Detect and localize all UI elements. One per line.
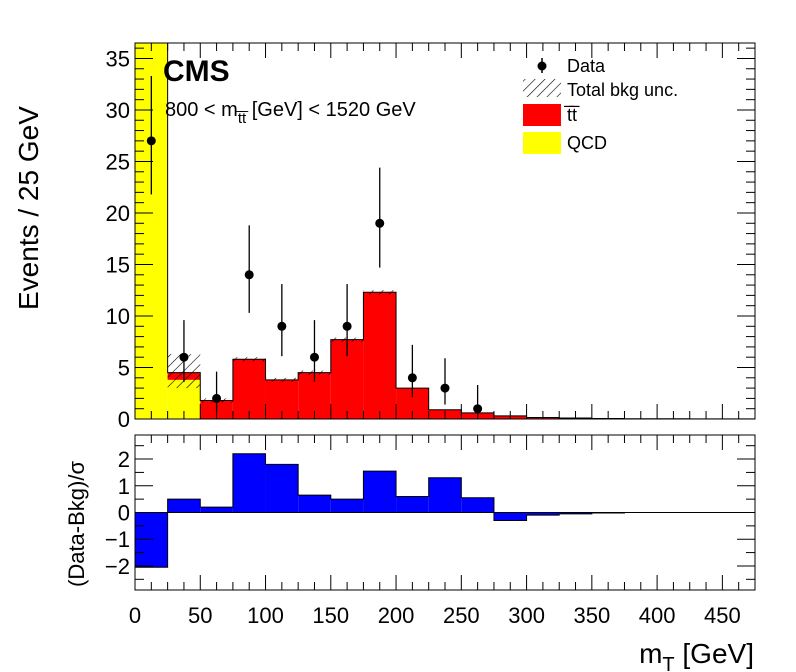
legend-qcd-label: QCD [567, 133, 607, 153]
y-tick-label: 20 [106, 201, 130, 226]
legend-entry-qcd: QCD [523, 132, 607, 154]
data-point [440, 383, 450, 393]
ratio-bar [232, 453, 266, 513]
unc-band-bin [363, 290, 397, 295]
y-tick-label: 25 [106, 149, 130, 174]
ratio-outline [135, 453, 755, 568]
x-tick-label: 400 [639, 603, 676, 628]
ratio-bar [298, 495, 331, 513]
x-tick-label: 300 [508, 603, 545, 628]
data-point [407, 373, 417, 383]
unc-band-bin [232, 357, 266, 362]
data-points [146, 75, 483, 417]
y-tick-label: 15 [106, 252, 130, 277]
ratio-bar [135, 512, 168, 568]
selection-label: 800 < mt̅t̅ [GeV] < 1520 GeV [165, 99, 416, 127]
legend-entry-unc: Total bkg unc. [523, 79, 678, 100]
x-tick-label: 250 [443, 603, 480, 628]
y-axis-title-ratio: (Data-Bkg)/σ [64, 461, 89, 587]
y-tick-label: 0 [118, 407, 130, 432]
main-axis-ticks: 0 5 10 15 20 25 30 35 [106, 43, 756, 432]
experiment-label: CMS [163, 55, 230, 88]
ratio-y-tick-label: 1 [118, 474, 130, 499]
bar-ttbar [232, 359, 266, 419]
ratio-bar [526, 512, 560, 516]
y-tick-label: 5 [118, 355, 130, 380]
legend-data-label: Data [567, 56, 606, 76]
ratio-bar [428, 477, 462, 513]
x-tick-label: 0 [129, 603, 141, 628]
ratio-y-tick-label: 2 [118, 447, 130, 472]
x-tick-label: 350 [573, 603, 610, 628]
ratio-y-tick-label: −1 [105, 527, 130, 552]
y-tick-label: 10 [106, 304, 130, 329]
data-point [342, 321, 352, 331]
data-point [375, 218, 385, 228]
ratio-bar [363, 471, 397, 513]
legend: Data Total bkg unc. t̅t̅ QCD [523, 56, 678, 154]
ratio-bar [396, 496, 429, 513]
data-point [309, 352, 319, 362]
unc-band-bin [265, 377, 299, 382]
x-tick-label: 100 [247, 603, 284, 628]
x-tick-label: 150 [312, 603, 349, 628]
x-tick-label: 50 [188, 603, 212, 628]
y-tick-label: 35 [106, 46, 130, 71]
bar-ttbar [363, 292, 397, 419]
ratio-histogram-bars [135, 453, 755, 568]
y-axis-title-main: Events / 25 GeV [13, 106, 44, 310]
ratio-bar [330, 499, 364, 513]
legend-unc-label: Total bkg unc. [567, 80, 678, 100]
ratio-y-tick-label: 0 [118, 501, 130, 526]
ratio-bar [265, 464, 299, 513]
data-point [473, 404, 483, 414]
ratio-bar [559, 512, 592, 514]
legend-entry-data: Data [537, 56, 606, 76]
data-point [179, 352, 189, 362]
data-point [277, 321, 287, 331]
legend-entry-tt: t̅t̅ [523, 104, 580, 126]
legend-tt-label: t̅t̅ [563, 105, 580, 125]
ratio-bar [200, 507, 233, 513]
ratio-y-tick-label: −2 [105, 554, 130, 579]
ratio-bar [167, 499, 201, 513]
data-point [212, 393, 222, 403]
x-tick-label: 450 [704, 603, 741, 628]
data-point [244, 270, 254, 280]
x-tick-label: 200 [378, 603, 415, 628]
ratio-bar [493, 512, 527, 521]
y-tick-label: 30 [106, 98, 130, 123]
ratio-bar [461, 497, 494, 513]
data-point [146, 136, 156, 146]
x-axis-title: mT [GeV] [639, 638, 754, 672]
